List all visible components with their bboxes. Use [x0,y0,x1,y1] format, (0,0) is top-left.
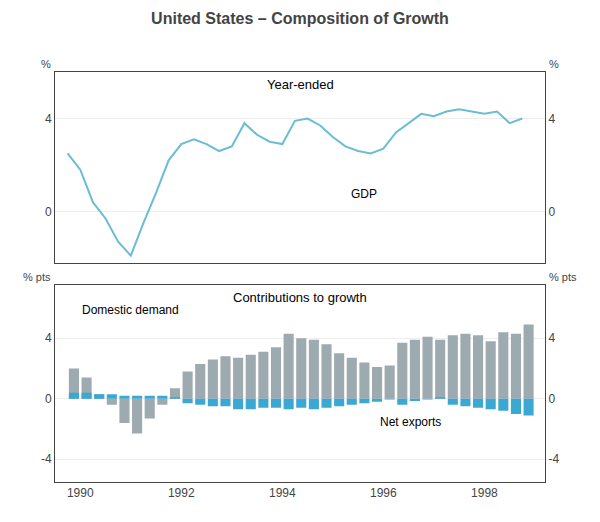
svg-text:0: 0 [548,205,555,219]
svg-text:1998: 1998 [471,486,498,500]
svg-text:%: % [549,58,559,70]
svg-text:4: 4 [548,112,555,126]
svg-text:Domestic demand: Domestic demand [82,303,179,317]
svg-text:4: 4 [45,331,52,345]
svg-text:%: % [41,58,51,70]
svg-text:4: 4 [45,112,52,126]
svg-text:0: 0 [45,205,52,219]
svg-text:0: 0 [45,392,52,406]
svg-text:0: 0 [548,392,555,406]
svg-text:Year-ended: Year-ended [267,77,334,92]
svg-text:4: 4 [548,331,555,345]
svg-text:Contributions to growth: Contributions to growth [233,290,367,305]
svg-text:GDP: GDP [351,187,377,201]
svg-text:Net exports: Net exports [380,415,441,429]
svg-text:-4: -4 [41,452,52,466]
svg-text:1996: 1996 [370,486,397,500]
svg-text:-4: -4 [548,452,559,466]
svg-text:1990: 1990 [67,486,94,500]
svg-text:1992: 1992 [168,486,195,500]
svg-text:% pts: % pts [23,271,51,283]
svg-text:% pts: % pts [549,271,577,283]
svg-text:United States – Composition of: United States – Composition of Growth [151,10,449,27]
svg-text:1994: 1994 [269,486,296,500]
